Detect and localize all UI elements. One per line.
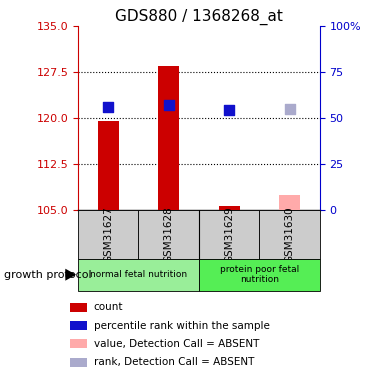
Title: GDS880 / 1368268_at: GDS880 / 1368268_at (115, 9, 283, 25)
Text: rank, Detection Call = ABSENT: rank, Detection Call = ABSENT (94, 357, 254, 367)
Bar (98, 121, 119, 210)
Bar (70, 303, 87, 312)
Point (226, 107, 232, 113)
Bar (70, 321, 87, 330)
Text: GSM31630: GSM31630 (285, 206, 294, 262)
Bar (70, 339, 87, 348)
Text: normal fetal nutrition: normal fetal nutrition (90, 270, 187, 279)
Bar (218, 206, 240, 210)
Text: percentile rank within the sample: percentile rank within the sample (94, 321, 269, 330)
Text: count: count (94, 302, 123, 312)
Text: value, Detection Call = ABSENT: value, Detection Call = ABSENT (94, 339, 259, 349)
Point (287, 106, 293, 112)
Text: GSM31627: GSM31627 (103, 206, 113, 263)
Bar (259, 210, 320, 259)
Point (105, 104, 112, 110)
Bar (158, 66, 179, 210)
Bar (279, 195, 300, 210)
Point (166, 102, 172, 108)
Text: protein poor fetal
nutrition: protein poor fetal nutrition (220, 265, 299, 284)
Text: GSM31629: GSM31629 (224, 206, 234, 263)
Text: growth protocol: growth protocol (4, 270, 92, 280)
Text: GSM31628: GSM31628 (164, 206, 174, 263)
Bar (78, 259, 199, 291)
Bar (70, 357, 87, 367)
Bar (199, 210, 259, 259)
Bar (199, 259, 320, 291)
Bar (78, 210, 138, 259)
Polygon shape (66, 268, 76, 280)
Bar (138, 210, 199, 259)
